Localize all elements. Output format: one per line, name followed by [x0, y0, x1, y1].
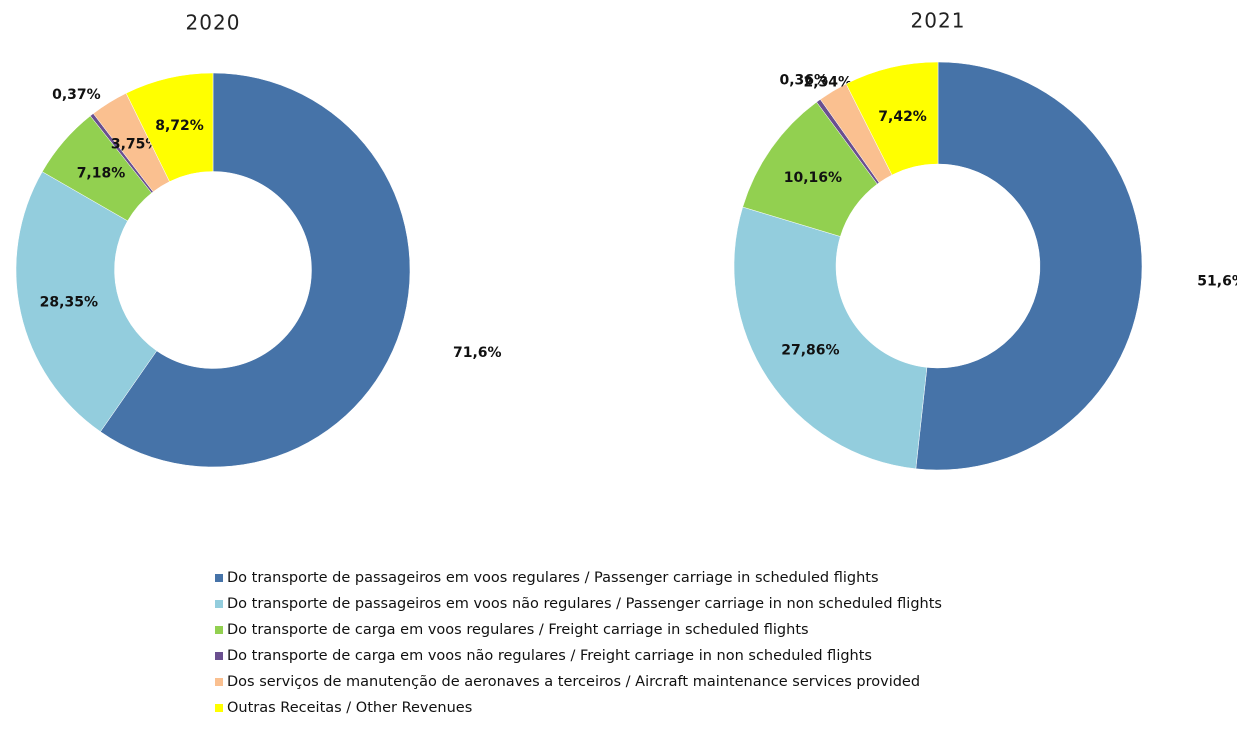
data-label: 8,72% [155, 118, 204, 134]
data-label: 0,36% [780, 72, 829, 88]
legend-swatch [215, 678, 223, 686]
pie-slice [100, 72, 411, 468]
legend-label: Do transporte de passageiros em voos reg… [227, 570, 879, 586]
legend-label: Do transporte de carga em voos não regul… [227, 648, 872, 664]
pie-slice [15, 171, 158, 433]
data-label: 51,6% [1197, 273, 1237, 289]
data-label: 27,86% [781, 342, 839, 358]
legend-label: Dos serviços de manutenção de aeronaves … [227, 674, 920, 690]
data-label: 3,75% [111, 136, 160, 152]
legend-label: Do transporte de passageiros em voos não… [227, 596, 942, 612]
pie-slice [733, 206, 928, 470]
chart-title: 2021 [911, 9, 966, 33]
legend-swatch [215, 652, 223, 660]
data-label: 0,37% [52, 87, 101, 103]
legend-swatch [215, 626, 223, 634]
legend-swatch [215, 600, 223, 608]
pie-slice [845, 61, 939, 176]
legend-label: Do transporte de carga em voos regulares… [227, 622, 809, 638]
chart-title: 2020 [186, 11, 241, 35]
data-label: 10,16% [784, 170, 842, 186]
pie-slice [125, 72, 214, 182]
data-label: 28,35% [40, 294, 98, 310]
data-label: 7,42% [878, 109, 927, 125]
legend-swatch [215, 704, 223, 712]
data-label: 7,18% [77, 166, 126, 182]
legend-swatch [215, 574, 223, 582]
data-label: 2,34% [803, 75, 852, 91]
data-label: 71,6% [453, 345, 502, 361]
legend-label: Outras Receitas / Other Revenues [227, 700, 472, 716]
pie-slice [915, 61, 1143, 471]
